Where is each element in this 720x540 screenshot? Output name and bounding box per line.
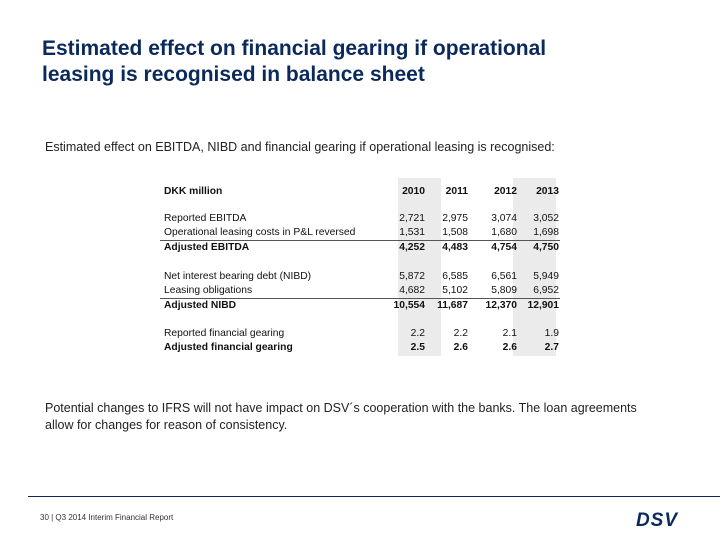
cell-value: 11,687 (437, 300, 468, 311)
row-label: Operational leasing costs in P&L reverse… (164, 227, 356, 238)
footer-divider (28, 496, 720, 497)
cell-value: 2.2 (410, 328, 425, 339)
slide-title-line-1: Estimated effect on financial gearing if… (42, 37, 547, 60)
table-row: Operational leasing costs in P&L reverse… (158, 226, 562, 240)
table-row: Adjusted EBITDA 4,252 4,483 4,754 4,750 (158, 241, 562, 255)
cell-value: 10,554 (393, 300, 426, 311)
cell-value: 5,809 (491, 285, 517, 296)
header-year: 2013 (536, 186, 559, 197)
table-row: Reported financial gearing 2.2 2.2 2.1 1… (158, 327, 562, 341)
row-label: Adjusted financial gearing (164, 342, 293, 353)
cell-value: 2,721 (399, 213, 425, 224)
row-label: Adjusted NIBD (164, 300, 237, 311)
header-year: 2011 (445, 186, 468, 197)
footer-text: 30 | Q3 2014 Interim Financial Report (40, 513, 174, 522)
cell-value: 4,754 (491, 242, 517, 253)
cell-value: 1,680 (491, 227, 517, 238)
cell-value: 1.9 (544, 328, 559, 339)
table-divider (160, 240, 560, 241)
cell-value: 3,052 (533, 213, 559, 224)
table-row: Leasing obligations 4,682 5,102 5,809 6,… (158, 284, 562, 298)
table-header-row: DKK million 2010 2011 2012 2013 (158, 185, 562, 199)
cell-value: 12,901 (527, 300, 560, 311)
row-label: Reported financial gearing (164, 328, 285, 339)
table-row: Reported EBITDA 2,721 2,975 3,074 3,052 (158, 212, 562, 226)
cell-value: 6,952 (533, 285, 559, 296)
slide-title-line-2: leasing is recognised in balance sheet (42, 63, 425, 86)
cell-value: 3,074 (491, 213, 517, 224)
dsv-logo-icon: DSV (626, 510, 688, 530)
row-label: Reported EBITDA (164, 213, 247, 224)
cell-value: 6,561 (491, 271, 517, 282)
table-row: Adjusted NIBD 10,554 11,687 12,370 12,90… (158, 299, 562, 313)
column-shade-2013 (513, 178, 556, 356)
table-row: Adjusted financial gearing 2.5 2.6 2.6 2… (158, 341, 562, 355)
cell-value: 2,975 (442, 213, 468, 224)
column-shade-2011 (398, 178, 441, 356)
cell-value: 4,682 (399, 285, 425, 296)
cell-value: 2.1 (502, 328, 517, 339)
cell-value: 2.6 (502, 342, 517, 353)
cell-value: 2.6 (453, 342, 468, 353)
cell-value: 5,872 (399, 271, 425, 282)
cell-value: 1,531 (399, 227, 425, 238)
row-label: Adjusted EBITDA (164, 242, 250, 253)
header-label: DKK million (164, 186, 223, 197)
cell-value: 12,370 (485, 300, 518, 311)
ifrs-note: Potential changes to IFRS will not have … (45, 401, 637, 432)
cell-value: 4,483 (442, 242, 468, 253)
cell-value: 4,750 (533, 242, 559, 253)
cell-value: 2.2 (453, 328, 468, 339)
cell-value: 1,698 (533, 227, 559, 238)
cell-value: 2.5 (410, 342, 425, 353)
row-label: Net interest bearing debt (NIBD) (164, 271, 312, 282)
leasing-effect-table: DKK million 2010 2011 2012 2013 Reported… (158, 178, 562, 356)
intro-text: Estimated effect on EBITDA, NIBD and fin… (45, 140, 555, 154)
header-year: 2010 (402, 186, 425, 197)
cell-value: 5,102 (442, 285, 468, 296)
table-divider (160, 298, 560, 299)
dsv-logo-text: DSV (636, 510, 678, 530)
cell-value: 1,508 (442, 227, 468, 238)
cell-value: 5,949 (533, 271, 559, 282)
cell-value: 4,252 (399, 242, 425, 253)
slide-title: Estimated effect on financial gearing if… (42, 36, 682, 88)
cell-value: 2.7 (544, 342, 559, 353)
cell-value: 6,585 (442, 271, 468, 282)
table-row: Net interest bearing debt (NIBD) 5,872 6… (158, 270, 562, 284)
row-label: Leasing obligations (164, 285, 253, 296)
header-year: 2012 (494, 186, 517, 197)
